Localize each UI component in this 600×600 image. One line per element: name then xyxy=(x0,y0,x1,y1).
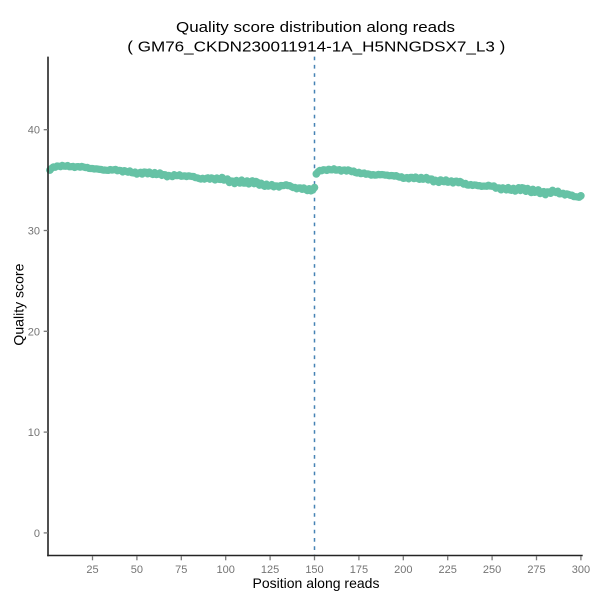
svg-text:100: 100 xyxy=(217,564,235,576)
svg-text:Quality score distribution alo: Quality score distribution along reads xyxy=(176,19,455,36)
svg-text:( GM76_CKDN230011914-1A_H5NNGD: ( GM76_CKDN230011914-1A_H5NNGDSX7_L3 ) xyxy=(127,38,505,55)
svg-text:275: 275 xyxy=(527,564,545,576)
svg-text:175: 175 xyxy=(350,564,368,576)
svg-text:Quality score: Quality score xyxy=(11,263,27,345)
svg-text:Position along reads: Position along reads xyxy=(253,575,380,591)
svg-text:10: 10 xyxy=(28,427,40,439)
svg-text:20: 20 xyxy=(28,326,40,338)
svg-text:25: 25 xyxy=(86,564,98,576)
svg-text:250: 250 xyxy=(483,564,501,576)
svg-text:75: 75 xyxy=(175,564,187,576)
svg-text:125: 125 xyxy=(261,564,279,576)
svg-text:40: 40 xyxy=(28,125,40,137)
svg-text:225: 225 xyxy=(439,564,457,576)
svg-text:0: 0 xyxy=(34,528,40,540)
svg-text:30: 30 xyxy=(28,226,40,238)
svg-text:200: 200 xyxy=(394,564,412,576)
svg-text:50: 50 xyxy=(131,564,143,576)
svg-text:150: 150 xyxy=(305,564,323,576)
svg-text:300: 300 xyxy=(572,564,590,576)
